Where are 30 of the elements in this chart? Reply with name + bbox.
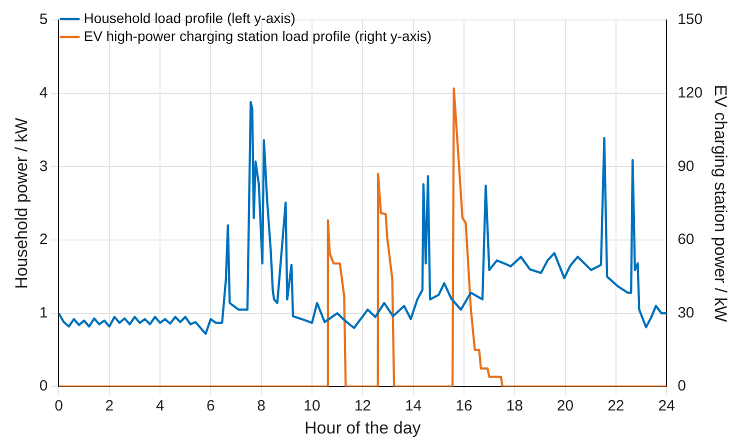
y-tick-label: 3: [39, 158, 48, 175]
legend-label: EV high-power charging station load profile (right y-axis): [84, 28, 432, 44]
x-tick-label: 16: [456, 398, 472, 415]
x-tick-label: 2: [105, 398, 114, 415]
x-tick-label: 4: [156, 398, 164, 415]
y-tick-label: 0: [39, 378, 48, 395]
y2-tick-label: 150: [678, 11, 703, 28]
y2-tick-label: 0: [678, 378, 686, 395]
x-tick-label: 14: [404, 398, 422, 415]
y2-axis-title: EV charging station power / kW: [711, 84, 730, 322]
legend-label: Household load profile (left y-axis): [84, 10, 296, 26]
y2-tick-label: 120: [678, 84, 703, 102]
y2-tick-label: 60: [678, 231, 694, 248]
x-tick-label: 10: [304, 398, 320, 415]
y-tick-label: 4: [39, 84, 48, 102]
x-tick-label: 22: [608, 398, 624, 415]
y2-tick-label: 30: [678, 304, 694, 322]
y-axis-title: Household power / kW: [12, 118, 31, 289]
x-tick-label: 20: [556, 398, 574, 415]
x-tick-label: 18: [506, 398, 523, 415]
x-tick-label: 12: [354, 398, 371, 415]
x-axis-title: Hour of the day: [304, 418, 422, 438]
y-tick-label: 1: [39, 304, 48, 322]
y-tick-label: 5: [39, 11, 48, 28]
x-tick-label: 8: [257, 398, 266, 415]
x-tick-label: 0: [54, 398, 63, 415]
x-tick-label: 6: [206, 398, 215, 415]
y2-tick-label: 90: [678, 158, 694, 175]
y-tick-label: 2: [39, 231, 48, 248]
x-tick-label: 24: [658, 398, 675, 415]
